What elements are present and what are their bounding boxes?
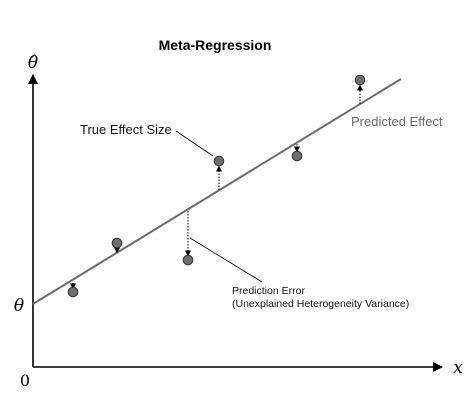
study-point-1 [67, 286, 79, 298]
true-effect-leader [175, 130, 214, 157]
study-point-2 [111, 237, 123, 249]
origin-label: 0 [20, 371, 30, 390]
study-point-6 [354, 74, 366, 86]
diagram-title: Meta-Regression [159, 37, 272, 53]
study-point-4 [213, 155, 225, 167]
predicted-effect-label: Predicted Effect [351, 114, 443, 129]
prediction-error-label-line1: Prediction Error [232, 285, 305, 297]
study-point-3 [182, 254, 194, 266]
y-axis-symbol: θ̂ [28, 53, 38, 73]
regression-line [32, 78, 402, 305]
x-axis-symbol: x [453, 358, 463, 378]
intercept-label: θ [14, 296, 24, 316]
study-point-5 [291, 150, 303, 162]
prediction-error-label-line2: (Unexplained Heterogeneity Variance) [232, 298, 409, 310]
prediction-error-leader [189, 237, 263, 283]
true-effect-label: True Effect Size [80, 122, 172, 137]
